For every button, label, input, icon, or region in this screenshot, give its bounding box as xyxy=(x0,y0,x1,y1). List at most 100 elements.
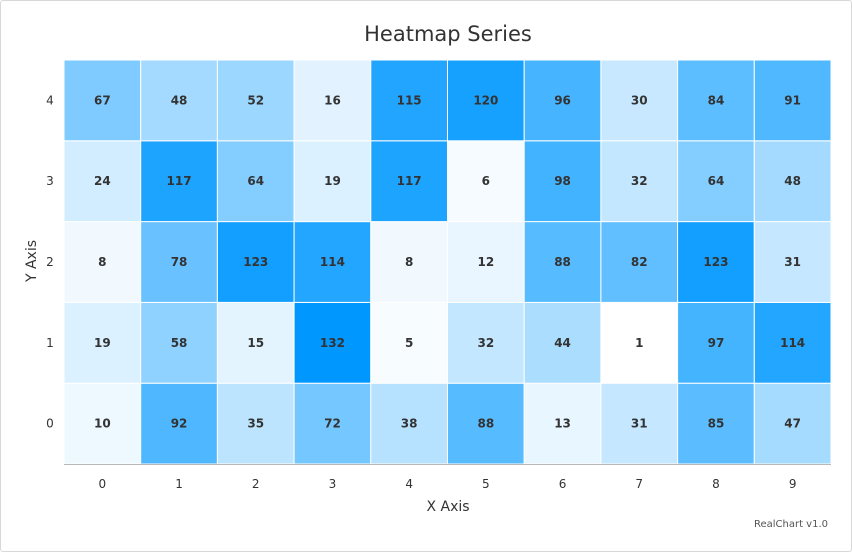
cell-value-label: 132 xyxy=(320,336,345,350)
heatmap-cell-9-0[interactable] xyxy=(753,382,832,465)
heatmap-cell-9-3[interactable] xyxy=(753,140,832,223)
heatmap-cell-1-1[interactable] xyxy=(140,301,218,384)
cell-value-label: 8 xyxy=(98,255,106,269)
heatmap-cell-4-0[interactable] xyxy=(370,382,448,465)
heatmap-cell-6-2[interactable] xyxy=(523,221,602,303)
x-tick-label: 4 xyxy=(405,477,413,491)
heatmap-cell-4-4[interactable] xyxy=(370,59,448,142)
cell-value-label: 31 xyxy=(784,255,801,269)
cell-value-label: 30 xyxy=(631,93,648,107)
heatmap-cell-7-2[interactable] xyxy=(600,221,679,303)
heatmap-cell-6-1[interactable] xyxy=(523,301,602,384)
heatmap-cell-0-1[interactable] xyxy=(63,301,142,384)
x-tick-label: 1 xyxy=(175,477,183,491)
heatmap-cell-7-1[interactable] xyxy=(600,301,679,384)
cell-value-label: 8 xyxy=(405,255,413,269)
x-tick-label: 6 xyxy=(559,477,567,491)
heatmap-cell-4-3[interactable] xyxy=(370,140,448,223)
y-tick-label: 4 xyxy=(46,93,54,107)
y-tick-label: 2 xyxy=(46,255,54,269)
heatmap-cell-8-0[interactable] xyxy=(677,382,755,465)
heatmap-cell-9-1[interactable] xyxy=(753,301,832,384)
heatmap-cell-7-4[interactable] xyxy=(600,59,679,142)
cell-value-label: 19 xyxy=(94,336,111,350)
heatmap-cell-8-3[interactable] xyxy=(677,140,755,223)
cell-value-label: 97 xyxy=(708,336,725,350)
credit-label: RealChart v1.0 xyxy=(754,519,828,530)
cell-value-label: 78 xyxy=(171,255,188,269)
cell-value-label: 88 xyxy=(477,417,494,431)
heatmap-cell-8-4[interactable] xyxy=(677,59,755,142)
x-tick-label: 3 xyxy=(329,477,337,491)
heatmap-cell-2-3[interactable] xyxy=(216,140,295,223)
cell-value-label: 98 xyxy=(554,174,571,188)
cell-value-label: 114 xyxy=(780,336,805,350)
cell-value-label: 117 xyxy=(167,174,192,188)
cell-value-label: 19 xyxy=(324,174,341,188)
heatmap-cell-5-4[interactable] xyxy=(447,59,525,142)
cell-value-label: 123 xyxy=(703,255,728,269)
heatmap-cell-4-1[interactable] xyxy=(370,301,448,384)
x-tick-label: 2 xyxy=(252,477,260,491)
x-tick-label: 5 xyxy=(482,477,490,491)
heatmap-cell-1-4[interactable] xyxy=(140,59,218,142)
cell-value-label: 48 xyxy=(171,93,188,107)
x-axis-ticks: 0 1 2 3 4 5 6 7 8 9 xyxy=(99,477,797,491)
y-axis-title: Y Axis xyxy=(24,240,40,283)
heatmap-cell-9-4[interactable] xyxy=(753,59,832,142)
cell-value-label: 123 xyxy=(243,255,268,269)
x-tick-label: 7 xyxy=(635,477,643,491)
heatmap-cell-6-3[interactable] xyxy=(523,140,602,223)
cell-value-label: 10 xyxy=(94,417,111,431)
cell-value-label: 24 xyxy=(94,174,111,188)
cell-value-label: 115 xyxy=(397,93,422,107)
cell-value-label: 5 xyxy=(405,336,413,350)
cell-value-label: 52 xyxy=(247,93,264,107)
cell-value-label: 35 xyxy=(247,417,264,431)
heatmap-cell-6-0[interactable] xyxy=(523,382,602,465)
cell-value-label: 85 xyxy=(708,417,725,431)
heatmap-cell-8-1[interactable] xyxy=(677,301,755,384)
heatmap-cell-3-3[interactable] xyxy=(293,140,372,223)
heatmap-cell-3-0[interactable] xyxy=(293,382,372,465)
cell-value-label: 120 xyxy=(473,93,498,107)
heatmap-cell-1-2[interactable] xyxy=(140,221,218,303)
x-axis-title: X Axis xyxy=(426,499,469,515)
heatmap-cell-0-4[interactable] xyxy=(63,59,142,142)
cell-value-label: 82 xyxy=(631,255,648,269)
cell-value-label: 91 xyxy=(784,93,801,107)
cell-value-label: 64 xyxy=(708,174,725,188)
cell-value-label: 15 xyxy=(247,336,264,350)
heatmap-cell-5-1[interactable] xyxy=(447,301,525,384)
cell-value-label: 47 xyxy=(784,417,801,431)
heatmap-cell-3-4[interactable] xyxy=(293,59,372,142)
cell-value-label: 44 xyxy=(554,336,571,350)
cell-value-label: 32 xyxy=(631,174,648,188)
cell-value-label: 114 xyxy=(320,255,345,269)
cell-value-label: 38 xyxy=(401,417,418,431)
heatmap-cell-0-0[interactable] xyxy=(63,382,142,465)
heatmap-cell-2-0[interactable] xyxy=(216,382,295,465)
cell-value-label: 31 xyxy=(631,417,648,431)
cell-value-label: 84 xyxy=(708,93,725,107)
cell-value-label: 72 xyxy=(324,417,341,431)
cell-value-label: 117 xyxy=(397,174,422,188)
y-tick-label: 3 xyxy=(46,174,54,188)
y-tick-label: 1 xyxy=(46,336,54,350)
cell-value-label: 92 xyxy=(171,417,188,431)
heatmap-cell-3-2[interactable] xyxy=(293,221,372,303)
cell-value-label: 1 xyxy=(635,336,643,350)
x-tick-label: 0 xyxy=(99,477,107,491)
cell-value-label: 64 xyxy=(247,174,264,188)
y-tick-label: 0 xyxy=(46,417,54,431)
heatmap-cell-5-2[interactable] xyxy=(447,221,525,303)
x-tick-label: 9 xyxy=(789,477,797,491)
heatmap-cell-5-3[interactable] xyxy=(447,140,525,223)
cell-value-label: 12 xyxy=(477,255,494,269)
cell-value-label: 16 xyxy=(324,93,341,107)
chart-title: Heatmap Series xyxy=(364,22,532,46)
cell-value-label: 88 xyxy=(554,255,571,269)
cell-value-label: 13 xyxy=(554,417,571,431)
heatmap-cell-6-4[interactable] xyxy=(523,59,602,142)
